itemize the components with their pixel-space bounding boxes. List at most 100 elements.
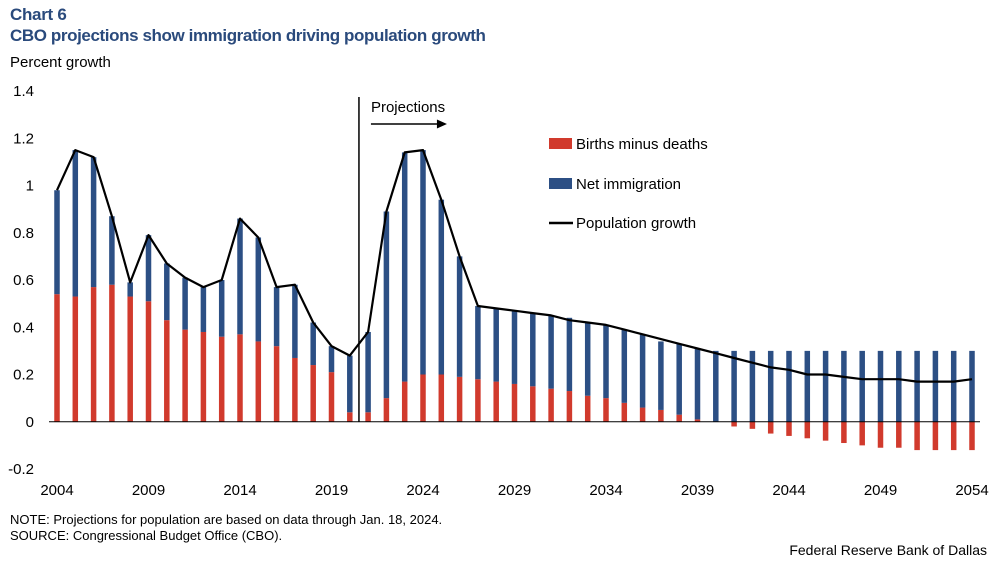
- bar-net-immigration: [896, 350, 902, 422]
- bar-net-immigration: [914, 350, 920, 422]
- projections-arrowhead-icon: [436, 119, 447, 129]
- bar-net-immigration: [347, 355, 353, 413]
- bar-net-immigration: [767, 350, 774, 422]
- bar-net-immigration: [621, 329, 628, 403]
- chart-source: SOURCE: Congressional Budget Office (CBO…: [10, 528, 283, 543]
- bar-births-minus-deaths: [914, 421, 920, 451]
- bar-net-immigration: [237, 218, 243, 335]
- bar-births-minus-deaths: [969, 421, 975, 451]
- bar-births-minus-deaths: [145, 301, 152, 422]
- legend-swatch-births-minus-deaths: [549, 138, 572, 149]
- legend-label-net-immigration: Net immigration: [576, 176, 681, 193]
- bar-births-minus-deaths: [786, 421, 792, 436]
- projections-annotation: Projections: [371, 99, 445, 116]
- bar-net-immigration: [969, 350, 975, 422]
- y-tick-label: 0.8: [13, 225, 34, 242]
- bar-births-minus-deaths: [328, 372, 335, 422]
- bar-births-minus-deaths: [347, 412, 353, 422]
- bar-net-immigration: [401, 152, 408, 382]
- bar-births-minus-deaths: [493, 381, 499, 422]
- bar-births-minus-deaths: [767, 421, 774, 434]
- bar-births-minus-deaths: [749, 421, 756, 429]
- bar-net-immigration: [841, 350, 847, 422]
- line-population-growth: [55, 149, 973, 383]
- x-tick-label: 2029: [498, 482, 531, 499]
- chart-number: Chart 6: [10, 5, 67, 24]
- bar-births-minus-deaths: [90, 287, 97, 422]
- bar-births-minus-deaths: [731, 421, 737, 427]
- bar-net-immigration: [932, 350, 939, 422]
- bar-net-immigration: [420, 150, 426, 375]
- bar-net-immigration: [950, 350, 957, 422]
- bar-births-minus-deaths: [603, 398, 609, 422]
- bar-births-minus-deaths: [950, 421, 957, 451]
- bar-births-minus-deaths: [127, 296, 133, 422]
- bar-net-immigration: [548, 315, 554, 389]
- bar-net-immigration: [255, 237, 262, 342]
- chart-note: NOTE: Projections for population are bas…: [10, 512, 443, 527]
- bar-net-immigration: [475, 305, 481, 380]
- legend: Births minus deaths Net immigration Popu…: [549, 136, 708, 232]
- bar-net-immigration: [365, 331, 371, 413]
- bar-net-immigration: [859, 350, 865, 422]
- bar-births-minus-deaths: [530, 386, 536, 422]
- bar-births-minus-deaths: [54, 294, 60, 422]
- y-tick-label: 0.2: [13, 367, 34, 384]
- x-tick-label: 2009: [132, 482, 165, 499]
- bar-births-minus-deaths: [475, 379, 481, 422]
- y-tick-label: -0.2: [8, 461, 34, 478]
- bar-net-immigration: [658, 341, 664, 410]
- bar-births-minus-deaths: [584, 395, 591, 422]
- bar-net-immigration: [218, 280, 225, 337]
- bar-births-minus-deaths: [932, 421, 939, 451]
- bar-births-minus-deaths: [841, 421, 847, 444]
- x-tick-label: 2044: [772, 482, 805, 499]
- x-tick-label: 2034: [589, 482, 622, 499]
- bar-births-minus-deaths: [109, 284, 115, 422]
- bar-net-immigration: [603, 324, 609, 399]
- bar-births-minus-deaths: [639, 407, 646, 422]
- x-tick-labels: 2004 2009 2014 2019 2024 2029 2034 2039 2044 2049…: [40, 482, 988, 499]
- y-tick-labels: -0.2 0 0.2 0.4 0.6 0.8 1 1.2 1.4: [8, 83, 34, 478]
- bar-net-immigration: [438, 199, 445, 375]
- bar-births-minus-deaths: [438, 374, 445, 422]
- bar-net-immigration: [511, 310, 518, 384]
- y-tick-label: 0: [26, 414, 34, 431]
- bar-net-immigration: [566, 317, 573, 392]
- x-tick-label: 2019: [315, 482, 348, 499]
- chart-title: CBO projections show immigration driving…: [10, 26, 486, 45]
- bar-net-immigration: [639, 334, 646, 408]
- bar-net-immigration: [676, 343, 682, 415]
- bar-births-minus-deaths: [456, 376, 463, 422]
- bar-net-immigration: [877, 350, 884, 422]
- bar-births-minus-deaths: [566, 391, 573, 422]
- bar-net-immigration: [694, 348, 701, 420]
- bar-net-immigration: [273, 287, 280, 347]
- x-tick-label: 2004: [40, 482, 73, 499]
- bar-births-minus-deaths: [218, 336, 225, 422]
- bar-net-immigration: [328, 346, 335, 373]
- bar-net-immigration: [145, 235, 152, 302]
- bar-births-minus-deaths: [255, 341, 262, 422]
- bar-net-immigration: [182, 277, 188, 330]
- bar-net-immigration: [822, 350, 829, 422]
- y-tick-label: 1.4: [13, 83, 34, 100]
- bar-net-immigration: [72, 150, 79, 297]
- bar-births-minus-deaths: [292, 357, 298, 422]
- bar-births-minus-deaths: [548, 388, 554, 422]
- bar-births-minus-deaths: [182, 329, 188, 422]
- bar-births-minus-deaths: [822, 421, 829, 441]
- bar-net-immigration: [54, 190, 60, 295]
- bar-net-immigration: [164, 263, 170, 321]
- x-tick-label: 2024: [406, 482, 439, 499]
- bar-births-minus-deaths: [310, 365, 316, 422]
- y-tick-label: 1: [26, 178, 34, 195]
- bar-net-immigration: [109, 216, 115, 285]
- bar-net-immigration: [530, 313, 536, 387]
- bar-net-immigration: [731, 350, 737, 422]
- bar-net-immigration: [200, 287, 207, 332]
- legend-label-population-growth: Population growth: [576, 215, 696, 232]
- bar-births-minus-deaths: [658, 409, 664, 422]
- bar-births-minus-deaths: [383, 398, 390, 422]
